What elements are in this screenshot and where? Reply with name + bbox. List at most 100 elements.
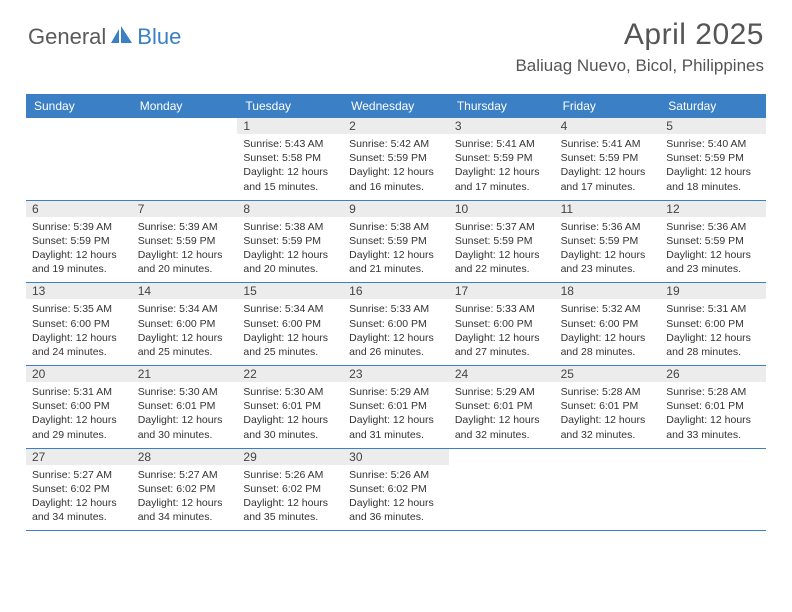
calendar-day-cell: 5Sunrise: 5:40 AMSunset: 5:59 PMDaylight… (660, 118, 766, 200)
calendar-week-row: 1Sunrise: 5:43 AMSunset: 5:58 PMDaylight… (26, 118, 766, 201)
day-details: Sunrise: 5:26 AMSunset: 6:02 PMDaylight:… (237, 465, 343, 531)
day-details: Sunrise: 5:39 AMSunset: 5:59 PMDaylight:… (132, 217, 238, 283)
sails-icon (111, 26, 133, 49)
calendar-day-cell: 27Sunrise: 5:27 AMSunset: 6:02 PMDayligh… (26, 449, 132, 531)
day-number: 24 (449, 366, 555, 382)
calendar-day-cell: 22Sunrise: 5:30 AMSunset: 6:01 PMDayligh… (237, 366, 343, 448)
day-details: Sunrise: 5:30 AMSunset: 6:01 PMDaylight:… (132, 382, 238, 448)
day-of-week-header: Monday (132, 95, 238, 118)
calendar-day-cell: 9Sunrise: 5:38 AMSunset: 5:59 PMDaylight… (343, 201, 449, 283)
calendar-day-cell: 6Sunrise: 5:39 AMSunset: 5:59 PMDaylight… (26, 201, 132, 283)
calendar-week-row: 13Sunrise: 5:35 AMSunset: 6:00 PMDayligh… (26, 283, 766, 366)
day-number: 22 (237, 366, 343, 382)
calendar-day-cell: 14Sunrise: 5:34 AMSunset: 6:00 PMDayligh… (132, 283, 238, 365)
calendar-day-cell: 18Sunrise: 5:32 AMSunset: 6:00 PMDayligh… (555, 283, 661, 365)
calendar-day-cell: 10Sunrise: 5:37 AMSunset: 5:59 PMDayligh… (449, 201, 555, 283)
day-number: 7 (132, 201, 238, 217)
calendar-day-cell: 30Sunrise: 5:26 AMSunset: 6:02 PMDayligh… (343, 449, 449, 531)
calendar-grid: SundayMondayTuesdayWednesdayThursdayFrid… (26, 94, 766, 531)
calendar-day-cell: 29Sunrise: 5:26 AMSunset: 6:02 PMDayligh… (237, 449, 343, 531)
calendar-day-cell: 26Sunrise: 5:28 AMSunset: 6:01 PMDayligh… (660, 366, 766, 448)
calendar-day-cell: 1Sunrise: 5:43 AMSunset: 5:58 PMDaylight… (237, 118, 343, 200)
day-number: 17 (449, 283, 555, 299)
day-details: Sunrise: 5:36 AMSunset: 5:59 PMDaylight:… (555, 217, 661, 283)
day-number: 30 (343, 449, 449, 465)
calendar-weeks: 1Sunrise: 5:43 AMSunset: 5:58 PMDaylight… (26, 118, 766, 531)
day-number: 18 (555, 283, 661, 299)
day-number: 14 (132, 283, 238, 299)
calendar-day-cell: 28Sunrise: 5:27 AMSunset: 6:02 PMDayligh… (132, 449, 238, 531)
day-details: Sunrise: 5:39 AMSunset: 5:59 PMDaylight:… (26, 217, 132, 283)
day-details: Sunrise: 5:31 AMSunset: 6:00 PMDaylight:… (26, 382, 132, 448)
calendar-day-cell: 12Sunrise: 5:36 AMSunset: 5:59 PMDayligh… (660, 201, 766, 283)
day-number: 4 (555, 118, 661, 134)
day-details: Sunrise: 5:29 AMSunset: 6:01 PMDaylight:… (449, 382, 555, 448)
calendar-day-cell: 21Sunrise: 5:30 AMSunset: 6:01 PMDayligh… (132, 366, 238, 448)
day-details: Sunrise: 5:32 AMSunset: 6:00 PMDaylight:… (555, 299, 661, 365)
day-number: 6 (26, 201, 132, 217)
day-details: Sunrise: 5:41 AMSunset: 5:59 PMDaylight:… (555, 134, 661, 200)
day-details: Sunrise: 5:37 AMSunset: 5:59 PMDaylight:… (449, 217, 555, 283)
calendar-day-cell: 17Sunrise: 5:33 AMSunset: 6:00 PMDayligh… (449, 283, 555, 365)
day-details: Sunrise: 5:38 AMSunset: 5:59 PMDaylight:… (237, 217, 343, 283)
logo-text-general: General (28, 24, 106, 50)
calendar-day-cell: 25Sunrise: 5:28 AMSunset: 6:01 PMDayligh… (555, 366, 661, 448)
location-subtitle: Baliuag Nuevo, Bicol, Philippines (515, 56, 764, 76)
day-details: Sunrise: 5:34 AMSunset: 6:00 PMDaylight:… (132, 299, 238, 365)
day-of-week-header: Wednesday (343, 95, 449, 118)
calendar-day-cell: 4Sunrise: 5:41 AMSunset: 5:59 PMDaylight… (555, 118, 661, 200)
calendar-empty-cell (449, 449, 555, 531)
day-number: 27 (26, 449, 132, 465)
calendar-day-cell: 15Sunrise: 5:34 AMSunset: 6:00 PMDayligh… (237, 283, 343, 365)
calendar-week-row: 20Sunrise: 5:31 AMSunset: 6:00 PMDayligh… (26, 366, 766, 449)
day-details: Sunrise: 5:33 AMSunset: 6:00 PMDaylight:… (343, 299, 449, 365)
page-header: General Blue April 2025 Baliuag Nuevo, B… (0, 0, 792, 84)
day-number: 12 (660, 201, 766, 217)
day-number: 9 (343, 201, 449, 217)
day-of-week-header: Friday (555, 95, 661, 118)
day-number: 5 (660, 118, 766, 134)
calendar-day-cell: 3Sunrise: 5:41 AMSunset: 5:59 PMDaylight… (449, 118, 555, 200)
calendar-empty-cell (660, 449, 766, 531)
day-number: 19 (660, 283, 766, 299)
day-details: Sunrise: 5:27 AMSunset: 6:02 PMDaylight:… (26, 465, 132, 531)
calendar-empty-cell (555, 449, 661, 531)
calendar-day-cell: 2Sunrise: 5:42 AMSunset: 5:59 PMDaylight… (343, 118, 449, 200)
day-details: Sunrise: 5:29 AMSunset: 6:01 PMDaylight:… (343, 382, 449, 448)
calendar-day-cell: 24Sunrise: 5:29 AMSunset: 6:01 PMDayligh… (449, 366, 555, 448)
day-of-week-header-row: SundayMondayTuesdayWednesdayThursdayFrid… (26, 95, 766, 118)
day-details: Sunrise: 5:26 AMSunset: 6:02 PMDaylight:… (343, 465, 449, 531)
day-details: Sunrise: 5:35 AMSunset: 6:00 PMDaylight:… (26, 299, 132, 365)
calendar-day-cell: 13Sunrise: 5:35 AMSunset: 6:00 PMDayligh… (26, 283, 132, 365)
title-block: April 2025 Baliuag Nuevo, Bicol, Philipp… (515, 18, 764, 76)
day-details: Sunrise: 5:33 AMSunset: 6:00 PMDaylight:… (449, 299, 555, 365)
day-number: 26 (660, 366, 766, 382)
day-number: 21 (132, 366, 238, 382)
day-of-week-header: Tuesday (237, 95, 343, 118)
logo: General Blue (28, 24, 181, 50)
day-details: Sunrise: 5:28 AMSunset: 6:01 PMDaylight:… (660, 382, 766, 448)
day-details: Sunrise: 5:31 AMSunset: 6:00 PMDaylight:… (660, 299, 766, 365)
day-number: 28 (132, 449, 238, 465)
day-number: 10 (449, 201, 555, 217)
day-details: Sunrise: 5:38 AMSunset: 5:59 PMDaylight:… (343, 217, 449, 283)
calendar-day-cell: 16Sunrise: 5:33 AMSunset: 6:00 PMDayligh… (343, 283, 449, 365)
day-number: 1 (237, 118, 343, 134)
logo-text-blue: Blue (137, 24, 181, 50)
day-number: 11 (555, 201, 661, 217)
day-details: Sunrise: 5:36 AMSunset: 5:59 PMDaylight:… (660, 217, 766, 283)
day-number: 25 (555, 366, 661, 382)
calendar-week-row: 27Sunrise: 5:27 AMSunset: 6:02 PMDayligh… (26, 449, 766, 532)
day-details: Sunrise: 5:34 AMSunset: 6:00 PMDaylight:… (237, 299, 343, 365)
day-number: 16 (343, 283, 449, 299)
day-details: Sunrise: 5:42 AMSunset: 5:59 PMDaylight:… (343, 134, 449, 200)
day-details: Sunrise: 5:27 AMSunset: 6:02 PMDaylight:… (132, 465, 238, 531)
calendar-empty-cell (26, 118, 132, 200)
day-number: 3 (449, 118, 555, 134)
day-details: Sunrise: 5:40 AMSunset: 5:59 PMDaylight:… (660, 134, 766, 200)
day-number: 8 (237, 201, 343, 217)
month-title: April 2025 (515, 18, 764, 52)
calendar-day-cell: 20Sunrise: 5:31 AMSunset: 6:00 PMDayligh… (26, 366, 132, 448)
calendar-day-cell: 23Sunrise: 5:29 AMSunset: 6:01 PMDayligh… (343, 366, 449, 448)
day-details: Sunrise: 5:30 AMSunset: 6:01 PMDaylight:… (237, 382, 343, 448)
